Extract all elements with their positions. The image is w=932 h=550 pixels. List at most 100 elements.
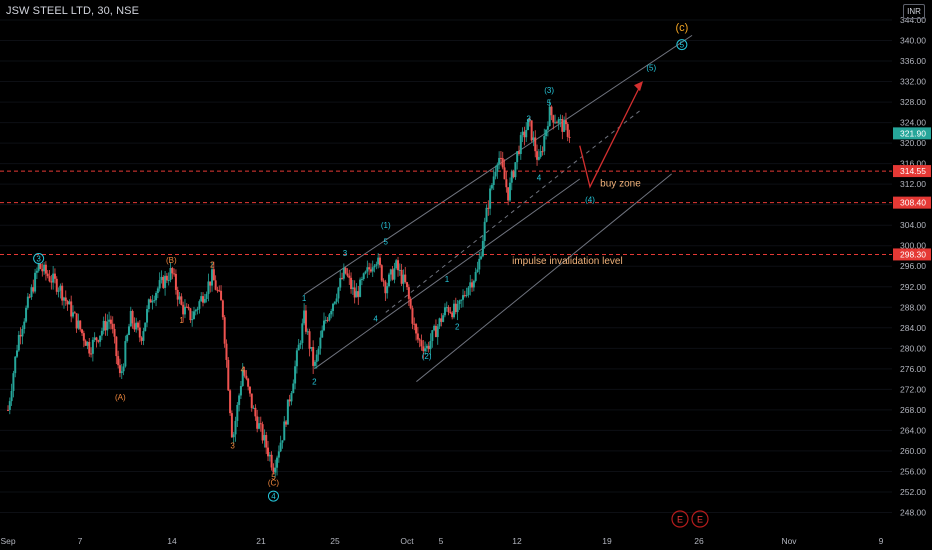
wave-label: (4) <box>585 195 595 204</box>
candle-body <box>294 366 297 384</box>
candle-body <box>523 131 526 138</box>
time-tick-label: Nov <box>781 536 797 546</box>
price-tick-label: 280.00 <box>900 343 926 353</box>
wave-label: 3 <box>343 249 348 258</box>
price-tick-label: 264.00 <box>900 425 926 435</box>
wave-label: 3 <box>526 114 531 123</box>
candle-body <box>16 350 19 357</box>
wave-label: 1 <box>445 275 450 284</box>
candle-body <box>436 326 439 338</box>
candle-body <box>299 343 302 345</box>
candle-body <box>256 416 259 429</box>
price-tick-label: 324.00 <box>900 118 926 128</box>
candle-body <box>158 280 161 289</box>
candle-body <box>508 182 511 201</box>
time-tick-label: Sep <box>0 536 15 546</box>
candle-body <box>398 269 401 271</box>
candle-body <box>328 314 331 321</box>
candle-body <box>191 319 194 321</box>
candle-body <box>339 277 342 288</box>
candle-body <box>465 294 468 296</box>
candle-body <box>192 311 195 320</box>
candle-body <box>126 335 129 342</box>
candle-body <box>297 344 300 351</box>
candle-body <box>108 319 111 322</box>
candlesticks <box>7 100 571 478</box>
candle-body <box>84 340 87 346</box>
event-label: E <box>677 515 683 525</box>
price-tick-label: 284.00 <box>900 323 926 333</box>
wave-label: 1 <box>179 316 184 325</box>
candle-body <box>537 156 540 160</box>
candle-body <box>212 269 215 281</box>
candle-body <box>180 296 183 305</box>
price-tick-label: 260.00 <box>900 446 926 456</box>
candle-body <box>131 310 134 324</box>
candle-body <box>415 324 418 334</box>
candle-body <box>492 176 495 186</box>
candle-body <box>406 282 409 288</box>
price-tick-label: 248.00 <box>900 507 926 517</box>
candle-body <box>171 267 174 274</box>
level-price-badge: 314.55 <box>900 166 926 176</box>
candle-body <box>25 307 28 322</box>
candle-body <box>357 291 360 297</box>
candle-body <box>270 454 273 468</box>
last-price-badge-bg <box>893 127 931 140</box>
candle-body <box>248 386 251 394</box>
candle-body <box>189 308 192 321</box>
wave-label: 5 <box>384 237 389 246</box>
wave-label: (1) <box>381 221 391 230</box>
candle-body <box>86 341 89 346</box>
price-tick-label: 300.00 <box>900 241 926 251</box>
candle-body <box>330 310 333 315</box>
time-tick-label: 12 <box>512 536 522 546</box>
candle-body <box>319 337 322 349</box>
candle-body <box>310 347 313 349</box>
candle-body <box>140 337 143 341</box>
candle-body <box>62 297 65 301</box>
candle-body <box>431 330 434 341</box>
last-price-badge: 321.90 <box>900 128 926 138</box>
candle-body <box>73 312 76 314</box>
candle-body <box>93 337 96 340</box>
level-price-badge-bg <box>893 165 931 178</box>
candle-body <box>335 298 338 302</box>
candle-body <box>203 298 206 303</box>
candle-body <box>350 277 353 290</box>
candle-body <box>12 373 15 391</box>
candle-body <box>187 306 190 309</box>
candle-body <box>183 306 186 315</box>
candle-body <box>281 440 284 443</box>
candle-body <box>445 307 448 309</box>
candle-body <box>395 260 398 269</box>
candle-body <box>360 279 363 281</box>
candle-body <box>440 318 443 322</box>
candle-body <box>483 221 486 241</box>
candle-body <box>272 467 275 473</box>
candle-body <box>252 407 255 409</box>
candle-body <box>306 331 309 333</box>
candle-body <box>57 290 60 292</box>
currency-badge[interactable]: INR <box>903 4 925 19</box>
candle-body <box>232 434 235 438</box>
candle-body <box>420 340 423 347</box>
time-tick-label: 7 <box>78 536 83 546</box>
candle-body <box>19 334 22 337</box>
candle-body <box>481 240 484 257</box>
candle-body <box>389 269 392 275</box>
candle-body <box>66 300 69 305</box>
candle-body <box>137 322 140 328</box>
candle-body <box>427 345 430 350</box>
grid <box>0 19 892 513</box>
price-tick-label: 272.00 <box>900 384 926 394</box>
candle-body <box>342 267 345 279</box>
candle-body <box>182 304 185 315</box>
candle-body <box>254 407 257 417</box>
candle-body <box>81 329 84 334</box>
candle-body <box>308 331 311 349</box>
candle-body <box>90 353 93 355</box>
candle-body <box>362 273 365 280</box>
candle-body <box>434 325 437 338</box>
